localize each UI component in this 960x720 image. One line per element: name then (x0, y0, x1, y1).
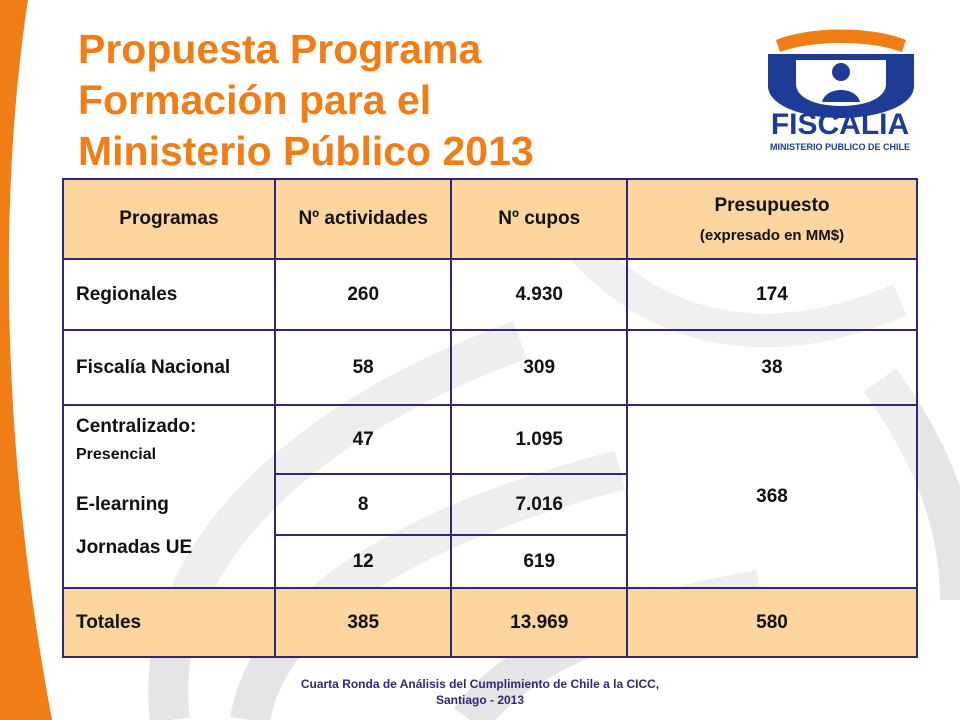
row-label-centralizado: Centralizado: Presencial (62, 404, 276, 474)
header-presupuesto-label: Presupuesto (714, 194, 830, 216)
cell-cupos: 619 (450, 534, 628, 589)
cell-actividades: 260 (273, 258, 453, 331)
cell-presupuesto-centralizado: 368 (625, 404, 919, 589)
title-line-3: Ministerio Público 2013 (78, 128, 534, 174)
cell-actividades: 47 (273, 404, 453, 475)
table-header-row: Programas Nº actividades Nº cupos Presup… (62, 178, 919, 260)
programs-table: Programas Nº actividades Nº cupos Presup… (62, 178, 919, 658)
cell-cupos: 1.095 (450, 404, 628, 475)
cell-actividades: 12 (273, 534, 453, 589)
cell-presupuesto: 580 (625, 587, 919, 658)
title-line-1: Propuesta Programa (78, 26, 482, 72)
footer-line-1: Cuarta Ronda de Análisis del Cumplimient… (300, 677, 660, 691)
cell-cupos: 309 (450, 329, 628, 406)
fiscalia-logo: FISCALIA MINISTERIO PUBLICO DE CHILE (738, 26, 942, 156)
logo-orange-band (776, 29, 906, 52)
header-cupos: Nº cupos (450, 178, 628, 260)
logo-wordmark: FISCALIA (771, 108, 909, 141)
table-totals-row: Totales 385 13.969 580 (62, 587, 919, 658)
row-label-totales: Totales (62, 587, 276, 658)
header-actividades: Nº actividades (273, 178, 453, 260)
header-programas: Programas (62, 178, 276, 260)
cell-cupos: 4.930 (450, 258, 628, 331)
cell-presupuesto: 38 (625, 329, 919, 406)
footer-line-2: Santiago - 2013 (435, 693, 525, 707)
row-label-elearning: E-learning (62, 474, 276, 535)
cell-actividades: 385 (273, 587, 453, 658)
title-line-2: Formación para el (78, 77, 432, 123)
slide-footer: Cuarta Ronda de Análisis del Cumplimient… (0, 676, 960, 708)
table-row: Regionales 260 4.930 174 (62, 258, 919, 331)
cell-presupuesto: 174 (625, 258, 919, 331)
logo-figure (822, 90, 860, 102)
label-presencial: Presencial (76, 446, 157, 463)
cell-actividades: 58 (273, 329, 453, 406)
header-presupuesto-unit: (expresado en MM$) (699, 226, 845, 244)
table-row: Fiscalía Nacional 58 309 38 (62, 329, 919, 406)
row-label-jornadas: Jornadas UE (62, 535, 276, 589)
logo-shield-inner (796, 60, 886, 106)
label-centralizado: Centralizado: (76, 416, 197, 437)
cell-cupos: 7.016 (450, 473, 628, 536)
slide-title: Propuesta Programa Formación para el Min… (78, 24, 534, 177)
row-label-regionales: Regionales (62, 258, 276, 331)
logo-head (832, 63, 850, 81)
cell-actividades: 8 (273, 473, 453, 536)
logo-subtitle: MINISTERIO PUBLICO DE CHILE (770, 142, 910, 152)
row-label-fiscalia: Fiscalía Nacional (62, 329, 276, 406)
cell-cupos: 13.969 (450, 587, 628, 658)
table-row: Centralizado: Presencial 47 1.095 368 (62, 404, 919, 589)
orange-side-stripe (0, 0, 52, 720)
header-presupuesto: Presupuesto (expresado en MM$) (625, 178, 919, 260)
